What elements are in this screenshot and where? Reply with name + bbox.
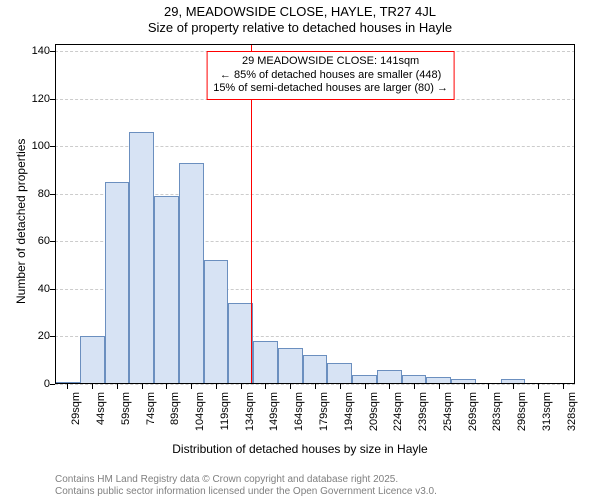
ytick-mark xyxy=(50,146,55,147)
xtick-mark xyxy=(265,384,266,389)
plot-area: 29 MEADOWSIDE CLOSE: 141sqm← 85% of deta… xyxy=(55,44,575,384)
xtick-mark xyxy=(563,384,564,389)
xtick-label: 179sqm xyxy=(318,392,330,440)
xtick-label: 283sqm xyxy=(491,392,503,440)
xtick-mark xyxy=(464,384,465,389)
footer: Contains HM Land Registry data © Crown c… xyxy=(0,474,600,498)
xtick-mark xyxy=(117,384,118,389)
xtick-mark xyxy=(488,384,489,389)
xtick-mark xyxy=(414,384,415,389)
xtick-mark xyxy=(365,384,366,389)
xtick-label: 134sqm xyxy=(244,392,256,440)
histogram-bar xyxy=(253,341,278,384)
histogram-bar xyxy=(377,370,402,384)
ytick-mark xyxy=(50,336,55,337)
xtick-mark xyxy=(315,384,316,389)
xtick-mark xyxy=(513,384,514,389)
histogram-bar xyxy=(129,132,154,384)
ytick-mark xyxy=(50,241,55,242)
histogram-bar xyxy=(426,377,451,384)
xtick-label: 29sqm xyxy=(70,392,82,440)
ytick-mark xyxy=(50,194,55,195)
ytick-label: 20 xyxy=(20,330,50,342)
ytick-label: 0 xyxy=(20,378,50,390)
xtick-label: 239sqm xyxy=(417,392,429,440)
xtick-label: 119sqm xyxy=(219,392,231,440)
title-line-2: Size of property relative to detached ho… xyxy=(0,20,600,36)
xtick-label: 89sqm xyxy=(169,392,181,440)
histogram-bar xyxy=(278,348,303,384)
xtick-label: 59sqm xyxy=(120,392,132,440)
xtick-mark xyxy=(340,384,341,389)
histogram-bar xyxy=(204,260,229,384)
ytick-label: 120 xyxy=(20,93,50,105)
annotation-line: 15% of semi-detached houses are larger (… xyxy=(213,82,448,96)
ytick-mark xyxy=(50,384,55,385)
figure: { "titles": { "line1": "29, MEADOWSIDE C… xyxy=(0,4,600,504)
xtick-label: 194sqm xyxy=(343,392,355,440)
xtick-label: 224sqm xyxy=(392,392,404,440)
xtick-mark xyxy=(241,384,242,389)
xtick-label: 313sqm xyxy=(541,392,553,440)
footer-line-2: Contains public sector information licen… xyxy=(55,486,600,498)
histogram-bar xyxy=(327,363,352,384)
xtick-label: 269sqm xyxy=(467,392,479,440)
histogram-bar xyxy=(80,336,105,384)
xtick-mark xyxy=(142,384,143,389)
xtick-mark xyxy=(389,384,390,389)
ytick-mark xyxy=(50,51,55,52)
x-axis-label: Distribution of detached houses by size … xyxy=(172,442,427,456)
xtick-label: 104sqm xyxy=(194,392,206,440)
histogram-bar xyxy=(402,375,427,385)
ytick-label: 100 xyxy=(20,140,50,152)
annotation-line: ← 85% of detached houses are smaller (44… xyxy=(213,69,448,83)
ytick-mark xyxy=(50,289,55,290)
footer-line-1: Contains HM Land Registry data © Crown c… xyxy=(55,474,600,486)
annotation-box: 29 MEADOWSIDE CLOSE: 141sqm← 85% of deta… xyxy=(206,51,455,100)
ytick-label: 40 xyxy=(20,283,50,295)
annotation-line: 29 MEADOWSIDE CLOSE: 141sqm xyxy=(213,55,448,69)
ytick-mark xyxy=(50,99,55,100)
y-axis-label: Number of detached properties xyxy=(14,139,28,304)
title-line-1: 29, MEADOWSIDE CLOSE, HAYLE, TR27 4JL xyxy=(0,4,600,20)
ytick-label: 140 xyxy=(20,45,50,57)
xtick-mark xyxy=(538,384,539,389)
xtick-mark xyxy=(166,384,167,389)
histogram-bar xyxy=(352,375,377,385)
histogram-bar xyxy=(179,163,204,384)
xtick-mark xyxy=(191,384,192,389)
histogram-bar xyxy=(303,355,328,384)
xtick-label: 164sqm xyxy=(293,392,305,440)
xtick-label: 74sqm xyxy=(145,392,157,440)
histogram-bar xyxy=(105,182,130,384)
xtick-label: 209sqm xyxy=(368,392,380,440)
xtick-mark xyxy=(216,384,217,389)
xtick-label: 149sqm xyxy=(268,392,280,440)
xtick-label: 254sqm xyxy=(442,392,454,440)
ytick-label: 60 xyxy=(20,235,50,247)
xtick-mark xyxy=(67,384,68,389)
xtick-label: 298sqm xyxy=(516,392,528,440)
xtick-mark xyxy=(92,384,93,389)
ytick-label: 80 xyxy=(20,188,50,200)
histogram-bar xyxy=(228,303,253,384)
xtick-label: 44sqm xyxy=(95,392,107,440)
xtick-label: 328sqm xyxy=(566,392,578,440)
histogram-bar xyxy=(154,196,179,384)
xtick-mark xyxy=(439,384,440,389)
xtick-mark xyxy=(290,384,291,389)
